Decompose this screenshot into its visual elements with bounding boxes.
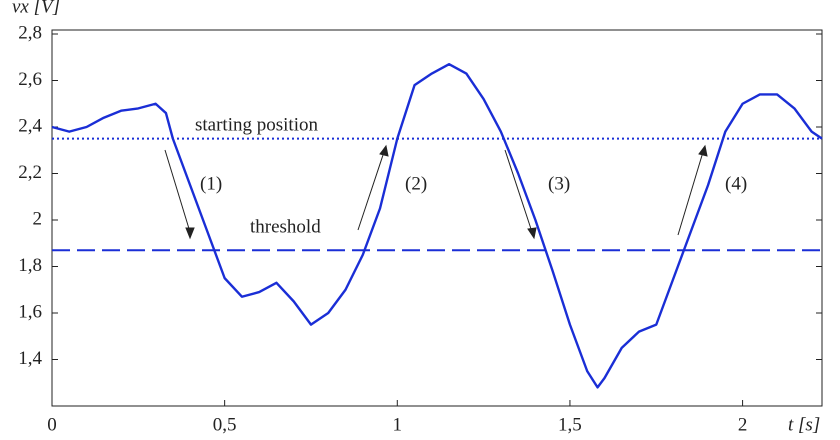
- y-axis-label: vx [V]: [12, 0, 60, 17]
- y-tick-label: 1,6: [18, 301, 42, 322]
- y-tick-label: 2: [33, 208, 43, 229]
- y-tick-label: 1,8: [18, 255, 42, 276]
- y-tick-label: 1,4: [18, 348, 42, 369]
- x-tick-label: 1: [393, 414, 403, 435]
- plot-frame: [51, 29, 823, 407]
- y-tick-label: 2,8: [18, 22, 42, 43]
- y-tick-label: 2,4: [18, 115, 42, 136]
- x-tick-label: 0: [47, 414, 57, 435]
- annotation: (1): [200, 173, 222, 194]
- x-tick-label: 1,5: [558, 414, 582, 435]
- data-line: [51, 63, 823, 389]
- annotation: (2): [405, 173, 427, 194]
- reference-label: starting position: [195, 114, 318, 135]
- y-tick-label: 2,2: [18, 162, 42, 183]
- annotation: (4): [725, 173, 747, 194]
- x-tick-label: 0,5: [213, 414, 237, 435]
- x-tick-label: 2: [738, 414, 748, 435]
- x-axis-label: t [s]: [788, 414, 820, 435]
- y-tick-label: 2,6: [18, 69, 42, 90]
- reference-label: threshold: [250, 216, 321, 237]
- arrows: [164, 144, 708, 240]
- annotation: (3): [548, 173, 570, 194]
